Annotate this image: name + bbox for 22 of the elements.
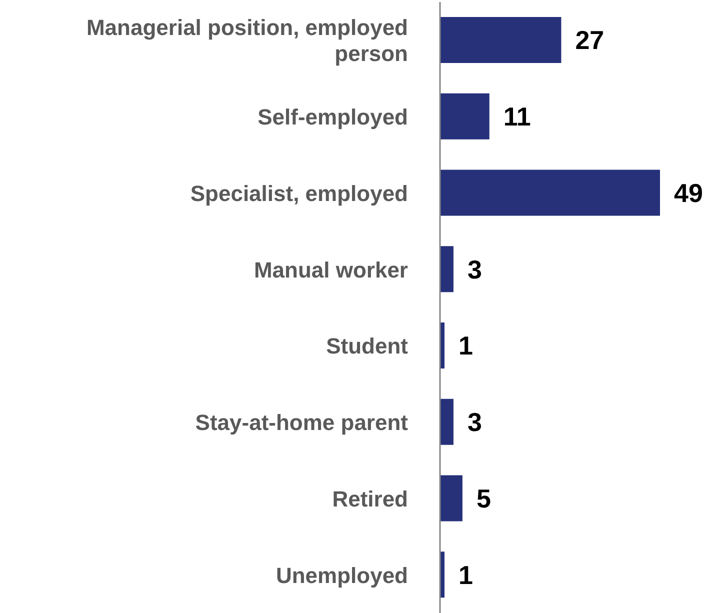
- y-tick-label: Specialist, employed: [190, 180, 408, 206]
- y-tick-label: Stay-at-home parent: [195, 410, 409, 435]
- y-tick-label: Unemployed: [276, 562, 408, 588]
- bar: [440, 170, 660, 216]
- data-label: 3: [467, 254, 482, 284]
- data-label: 11: [503, 102, 531, 132]
- y-tick-label: Manual worker: [254, 256, 408, 282]
- data-label: 3: [467, 407, 482, 438]
- data-label: 5: [476, 483, 491, 514]
- bar: [440, 246, 454, 292]
- y-tick-label: Self-employed: [258, 104, 408, 130]
- y-tick-label: Student: [326, 333, 409, 358]
- data-label: 1: [458, 560, 473, 590]
- data-label: 1: [458, 330, 473, 361]
- bar: [440, 398, 454, 445]
- data-label: 27: [575, 25, 604, 56]
- data-label: 49: [674, 178, 703, 208]
- y-tick-label: Managerial position, employed person: [86, 14, 408, 66]
- bar: [440, 17, 562, 63]
- bar: [440, 93, 490, 140]
- y-tick-label: Retired: [332, 486, 408, 511]
- bar: [440, 475, 462, 522]
